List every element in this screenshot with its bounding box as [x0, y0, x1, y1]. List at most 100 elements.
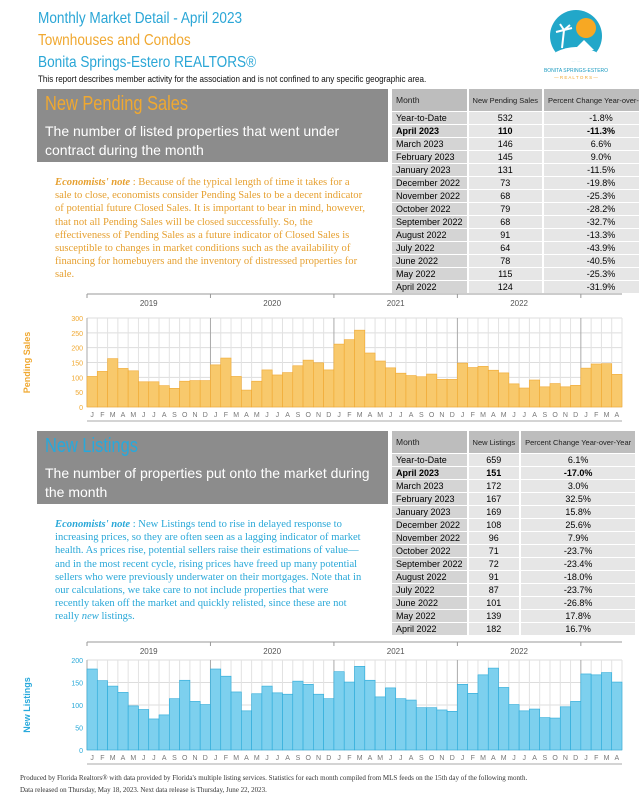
pending-sales-header: New Pending Sales The number of listed p… — [37, 89, 388, 162]
table-row: February 2023 145 9.0% — [392, 151, 639, 163]
month-label: D — [326, 755, 331, 762]
month-label: O — [305, 755, 311, 762]
column-header: Month — [392, 89, 467, 111]
table-cell: 139 — [468, 610, 520, 622]
footer-source: Produced by Florida Realtors® with data … — [20, 774, 528, 782]
bar — [354, 329, 366, 408]
table-cell: 110 — [468, 125, 543, 137]
month-label: N — [316, 412, 321, 419]
bar — [611, 681, 623, 751]
bar — [86, 376, 98, 408]
y-axis-label: Pending Sales — [22, 332, 32, 394]
table-cell: -32.7% — [544, 216, 639, 228]
table-row: January 2023 131 -11.5% — [392, 164, 639, 176]
table-cell: 115 — [468, 268, 543, 280]
bar — [302, 683, 314, 751]
month-label: M — [233, 412, 239, 419]
bar — [138, 709, 150, 751]
month-label: A — [244, 412, 249, 419]
month-label: A — [491, 755, 496, 762]
y-tick-label: 0 — [79, 405, 83, 412]
table-cell: 182 — [468, 623, 520, 635]
bar — [251, 693, 263, 751]
month-label: M — [233, 755, 239, 762]
year-label: 2021 — [387, 647, 405, 656]
table-cell: -23.7% — [521, 584, 636, 596]
month-label: N — [316, 755, 321, 762]
table-cell: 7.9% — [521, 532, 636, 544]
table-row: April 2023 151 -17.0% — [392, 467, 636, 479]
month-label: N — [192, 412, 197, 419]
note-emphasis: new — [81, 611, 99, 623]
bar — [220, 357, 232, 408]
y-tick-label: 50 — [75, 726, 83, 733]
table-row: November 2022 96 7.9% — [392, 532, 636, 544]
table-row: October 2022 71 -23.7% — [392, 545, 636, 557]
bar — [405, 699, 417, 751]
month-label: F — [224, 412, 228, 419]
table-cell: August 2022 — [392, 571, 467, 583]
year-label: 2019 — [140, 299, 158, 308]
table-cell: -11.3% — [544, 125, 639, 137]
month-label: A — [162, 412, 167, 419]
table-cell: April 2022 — [392, 281, 467, 293]
month-label: O — [429, 412, 435, 419]
month-label: A — [491, 412, 496, 419]
bar — [333, 343, 345, 408]
month-label: A — [409, 412, 414, 419]
table-cell: 32.5% — [521, 493, 636, 505]
table-cell: November 2022 — [392, 532, 467, 544]
y-tick-label: 100 — [71, 375, 83, 382]
month-label: J — [152, 412, 156, 419]
month-label: S — [543, 755, 548, 762]
month-label: D — [203, 412, 208, 419]
month-label: O — [305, 412, 311, 419]
table-row: March 2023 172 3.0% — [392, 480, 636, 492]
bar — [601, 672, 613, 751]
month-label: F — [471, 755, 475, 762]
table-cell: 87 — [468, 584, 520, 596]
y-axis-label: New Listings — [22, 677, 32, 733]
note-label: Economists' note — [55, 177, 131, 188]
table-cell: 108 — [468, 519, 520, 531]
year-label: 2020 — [263, 299, 281, 308]
table-cell: 91 — [468, 229, 543, 241]
section-subtitle: The number of listed properties that wen… — [45, 123, 340, 158]
table-cell: Year-to-Date — [392, 454, 467, 466]
table-cell: March 2023 — [392, 480, 467, 492]
table-cell: 659 — [468, 454, 520, 466]
bar — [549, 717, 561, 751]
bar — [580, 673, 592, 751]
year-label: 2022 — [510, 299, 528, 308]
bar — [436, 379, 448, 408]
new-listings-table: Month New Listings Percent Change Year-ove… — [390, 430, 637, 636]
bar — [601, 363, 613, 408]
table-cell: -1.8% — [544, 112, 639, 124]
month-label: O — [182, 412, 188, 419]
table-cell: 64 — [468, 242, 543, 254]
month-label: S — [172, 755, 177, 762]
column-header: Percent Change Year-over-Year — [544, 89, 639, 111]
month-label: J — [276, 755, 280, 762]
month-label: M — [130, 755, 136, 762]
month-label: S — [543, 412, 548, 419]
pending-economists-note: Economists' note : Because of the typica… — [55, 176, 365, 282]
table-cell: 72 — [468, 558, 520, 570]
y-tick-label: 200 — [71, 346, 83, 353]
table-row: December 2022 73 -19.8% — [392, 177, 639, 189]
note-text-end: listings. — [98, 611, 135, 623]
month-label: J — [214, 412, 218, 419]
bar — [590, 363, 602, 408]
month-label: M — [377, 755, 383, 762]
table-row: September 2022 68 -32.7% — [392, 216, 639, 228]
bar — [158, 714, 170, 751]
table-row: August 2022 91 -13.3% — [392, 229, 639, 241]
table-row: January 2023 169 15.8% — [392, 506, 636, 518]
month-label: D — [450, 755, 455, 762]
table-row: July 2022 64 -43.9% — [392, 242, 639, 254]
month-label: J — [265, 755, 269, 762]
month-label: F — [347, 755, 351, 762]
bar — [189, 380, 201, 408]
month-label: J — [461, 755, 465, 762]
bar — [529, 379, 540, 408]
